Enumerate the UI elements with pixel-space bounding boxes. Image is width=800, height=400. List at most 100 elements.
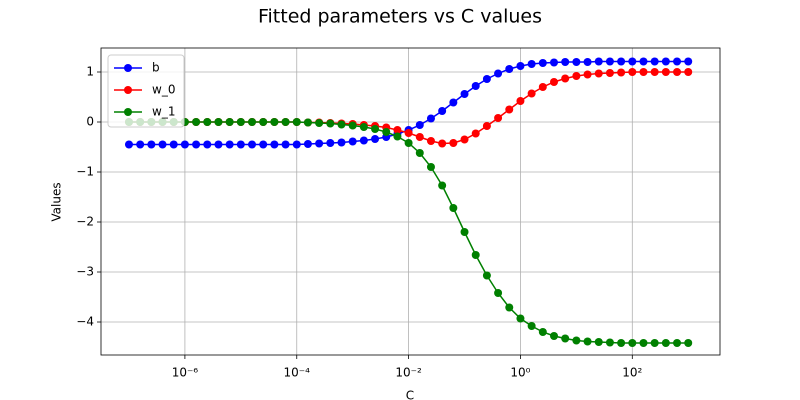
marker <box>303 118 312 127</box>
marker <box>605 57 614 66</box>
marker <box>203 140 212 149</box>
marker <box>192 140 201 149</box>
marker <box>561 334 570 343</box>
marker <box>292 118 301 126</box>
marker <box>516 314 525 323</box>
marker <box>561 74 570 83</box>
y-tick-label: 1 <box>86 65 94 79</box>
x-tick-label: 10⁰ <box>510 366 530 380</box>
marker <box>650 57 659 66</box>
y-tick-label: 0 <box>86 115 94 129</box>
marker <box>572 72 581 80</box>
marker <box>236 118 245 126</box>
legend-label: w_1 <box>152 105 175 119</box>
marker <box>572 336 581 345</box>
marker <box>270 140 279 149</box>
marker <box>594 69 603 78</box>
x-tick-label: 10² <box>622 366 642 380</box>
marker <box>673 57 682 66</box>
marker <box>214 140 223 149</box>
marker <box>225 140 234 149</box>
marker <box>449 139 458 147</box>
marker <box>326 119 335 128</box>
marker <box>426 137 435 145</box>
marker <box>158 140 167 149</box>
marker <box>494 114 503 122</box>
marker <box>617 57 626 66</box>
marker <box>684 339 693 347</box>
marker <box>550 58 559 67</box>
x-tick-label: 10⁻⁶ <box>172 366 199 380</box>
marker <box>371 125 380 133</box>
marker <box>225 118 234 126</box>
marker <box>538 83 547 91</box>
marker <box>650 68 659 76</box>
marker <box>292 140 301 149</box>
marker <box>393 126 402 134</box>
marker <box>147 140 156 149</box>
marker <box>471 251 480 259</box>
marker <box>270 118 279 126</box>
marker <box>605 338 614 347</box>
marker <box>673 68 682 76</box>
marker <box>550 78 559 86</box>
marker <box>136 140 145 149</box>
y-tick-label: −1 <box>76 165 94 179</box>
marker <box>337 138 346 147</box>
marker <box>583 337 592 346</box>
marker <box>639 68 648 76</box>
marker <box>684 68 693 76</box>
marker <box>583 58 592 66</box>
marker <box>494 289 503 297</box>
marker <box>661 57 670 66</box>
x-tick-label: 10⁻² <box>395 366 422 380</box>
marker <box>550 332 559 340</box>
marker <box>628 57 637 66</box>
marker <box>617 68 626 77</box>
y-axis-label: Values <box>50 182 64 221</box>
marker <box>315 119 324 127</box>
marker <box>192 118 201 126</box>
marker <box>337 120 346 129</box>
marker <box>359 136 368 145</box>
marker <box>438 107 447 115</box>
series <box>124 57 693 149</box>
y-tick-label: −4 <box>76 315 94 329</box>
marker <box>673 339 682 347</box>
marker <box>415 133 424 141</box>
marker <box>248 140 257 149</box>
marker <box>527 60 536 68</box>
marker <box>248 118 257 126</box>
marker <box>404 139 413 147</box>
marker <box>259 140 268 149</box>
marker <box>538 328 547 336</box>
marker <box>639 339 648 347</box>
marker <box>169 140 178 149</box>
marker <box>538 59 547 67</box>
marker <box>482 271 491 280</box>
marker <box>650 339 659 347</box>
marker <box>527 322 536 330</box>
marker <box>438 139 447 148</box>
marker <box>359 123 368 131</box>
marker <box>628 68 637 76</box>
x-tick-label: 10⁻⁴ <box>284 366 311 380</box>
x-axis-label: C <box>406 389 414 400</box>
marker <box>572 58 581 66</box>
marker <box>382 128 391 136</box>
marker <box>684 57 693 66</box>
legend-marker <box>124 108 132 116</box>
legend-marker <box>124 64 132 72</box>
marker <box>415 149 424 157</box>
marker <box>393 132 402 141</box>
marker <box>628 339 637 347</box>
marker <box>438 181 447 190</box>
marker <box>617 339 626 347</box>
marker <box>315 139 324 148</box>
marker <box>505 303 514 312</box>
marker <box>415 121 424 129</box>
marker <box>661 339 670 347</box>
marker <box>583 70 592 79</box>
plot-frame <box>100 47 721 356</box>
marker <box>594 338 603 346</box>
